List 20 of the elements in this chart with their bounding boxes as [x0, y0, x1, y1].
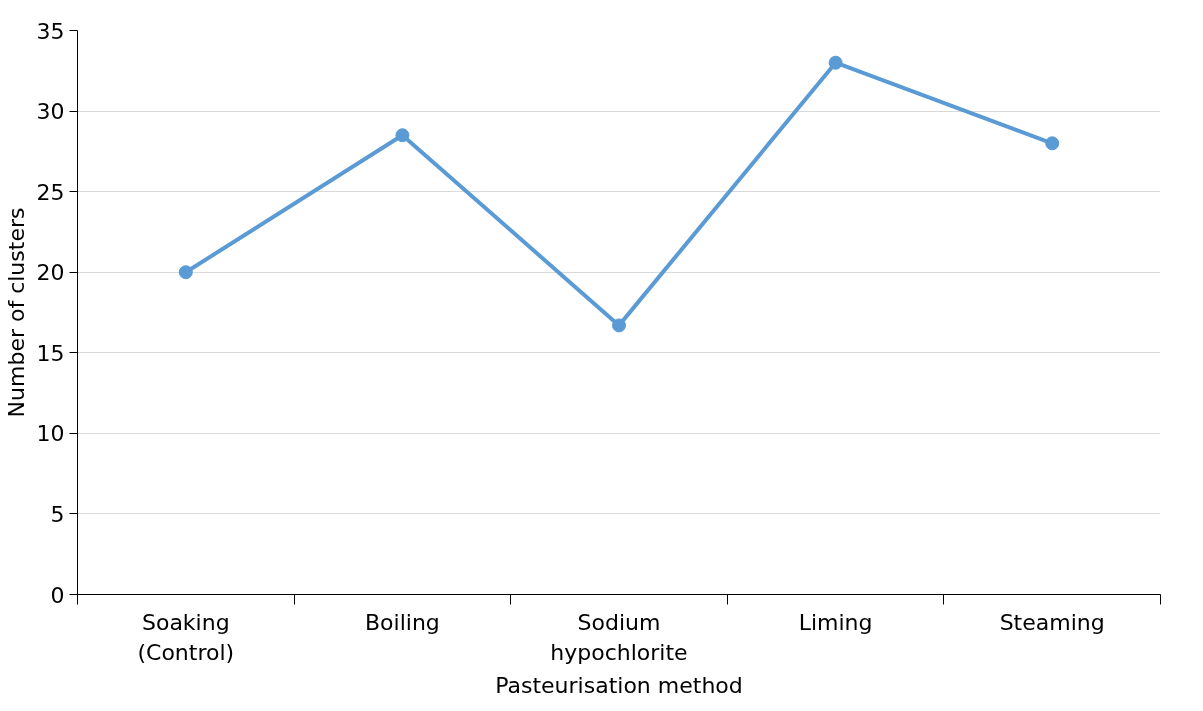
x-tick-label: Boiling: [365, 609, 440, 635]
y-tick-label: 35: [36, 18, 65, 44]
y-tick-label: 30: [36, 99, 65, 125]
y-tick-label: 15: [36, 340, 65, 366]
y-tick-label: 20: [36, 260, 65, 286]
x-axis-title: Pasteurisation method: [495, 672, 743, 698]
point: [178, 265, 193, 280]
y-axis-title: Number of clusters: [3, 207, 29, 418]
x-tick-label: Sodium hypochlorite: [550, 609, 688, 665]
x-tick-label: Soaking (Control): [137, 609, 235, 665]
x-tick-label: Liming: [798, 609, 873, 635]
y-tick-label: 5: [50, 501, 65, 527]
y-tick-label: 10: [36, 421, 65, 447]
x-tick-label: Steaming: [999, 609, 1105, 635]
point: [1045, 136, 1060, 151]
point: [395, 128, 410, 143]
point: [828, 55, 843, 70]
y-tick-label: 25: [36, 179, 65, 205]
point: [612, 318, 626, 333]
y-tick-label: 0: [50, 582, 65, 608]
